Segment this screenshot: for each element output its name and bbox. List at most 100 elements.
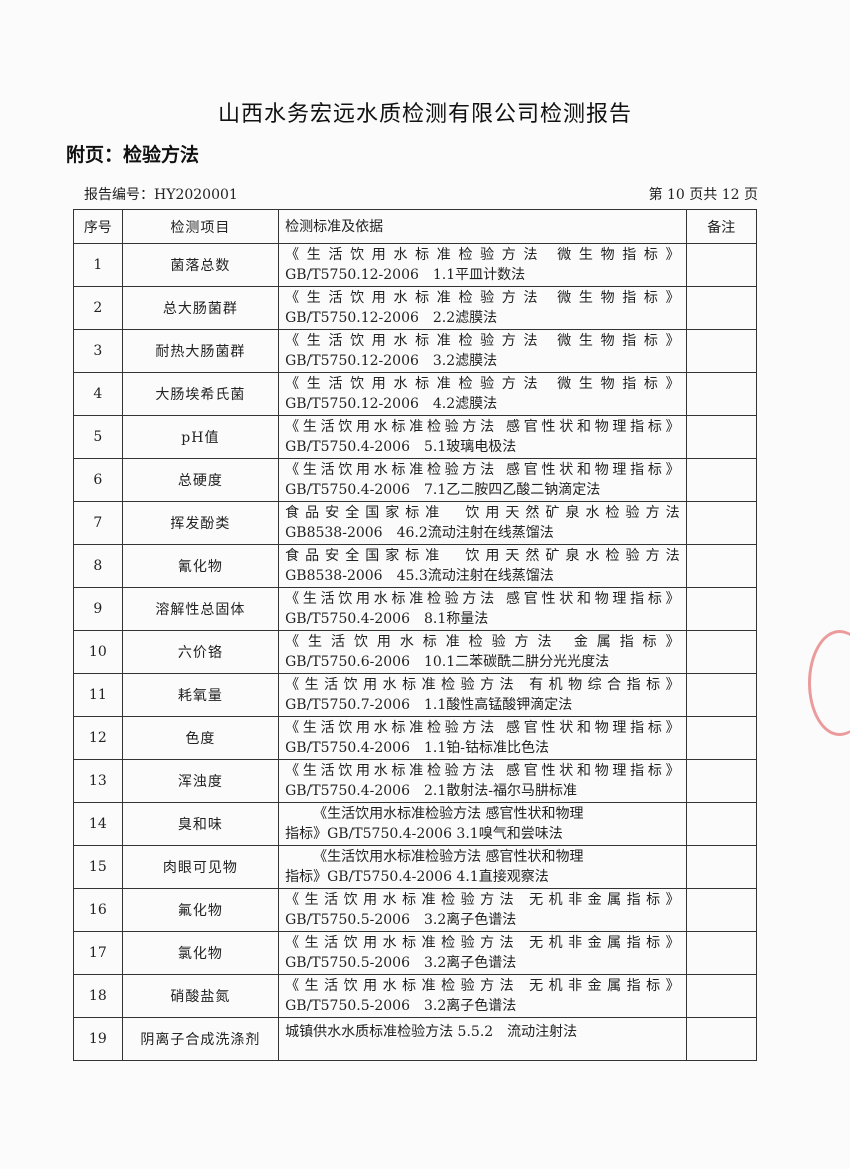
standard-line-1: 食品安全国家标准 饮用天然矿泉水检验方法 — [285, 505, 680, 521]
standard-line-1: 《生活饮用水标准检验方法 感官性状和物理指标》 — [285, 763, 680, 779]
table-row: 3 耐热大肠菌群 《生活饮用水标准检验方法 微生物指标》 GB/T5750.12-20… — [73, 329, 758, 373]
standard-cell: 《生活饮用水标准检验方法 感官性状和物理指标》GB/T5750.4-2006 3… — [278, 802, 687, 846]
red-seal-stamp — [808, 630, 850, 736]
test-item: 硝酸盐氮 — [121, 974, 280, 1018]
table-row: 16 氟化物 《生活饮用水标准检验方法 无机非金属指标》 GB/T5750.5-200… — [73, 888, 758, 932]
test-item: 色度 — [121, 716, 280, 760]
standard-line-1: 《生活饮用水标准检验方法 感官性状和物理指标》 — [285, 591, 680, 607]
note-cell — [685, 759, 758, 803]
standard-line-2: GB/T5750.5-2006 3.2离子色谱法 — [285, 912, 517, 928]
standard-line-1: 《生活饮用水标准检验方法 金属指标》 — [285, 634, 680, 650]
note-cell — [685, 544, 758, 588]
table-row: 7 挥发酚类 食品安全国家标准 饮用天然矿泉水检验方法 GB8538-2006 46.… — [73, 501, 758, 545]
standard-cell: 《生活饮用水标准检验方法 感官性状和物理指标》 GB/T5750.4-2006 2… — [278, 759, 687, 803]
standard-line-2: GB/T5750.12-2006 2.2滤膜法 — [285, 310, 498, 326]
test-item: 阴离子合成洗涤剂 — [121, 1017, 280, 1061]
standard-line-2: GB/T5750.5-2006 3.2离子色谱法 — [285, 998, 517, 1014]
standard-cell: 《生活饮用水标准检验方法 感官性状和物理指标》 GB/T5750.4-2006 5… — [278, 415, 687, 459]
table-row: 4 大肠埃希氏菌 《生活饮用水标准检验方法 微生物指标》 GB/T5750.12-20… — [73, 372, 758, 416]
test-item: 大肠埃希氏菌 — [121, 372, 280, 416]
row-number: 4 — [73, 372, 123, 416]
note-cell — [685, 630, 758, 674]
table-row: 17 氯化物 《生活饮用水标准检验方法 无机非金属指标》 GB/T5750.5-200… — [73, 931, 758, 975]
row-number: 17 — [73, 931, 123, 975]
note-cell — [685, 845, 758, 889]
standard-cell: 《生活饮用水标准检验方法 无机非金属指标》 GB/T5750.5-2006 3.2… — [278, 974, 687, 1018]
test-item: 溶解性总固体 — [121, 587, 280, 631]
row-number: 19 — [73, 1017, 123, 1061]
table-row: 9 溶解性总固体 《生活饮用水标准检验方法 感官性状和物理指标》 GB/T5750.4… — [73, 587, 758, 631]
standard-line-1: 《生活饮用水标准检验方法 微生物指标》 — [285, 290, 680, 306]
methods-table: 序号 检测项目 检测标准及依据 备注 1 菌落总数 《生活饮用水标准检验方法 微生物… — [73, 209, 758, 1061]
standard-line-2: GB8538-2006 45.3流动注射在线蒸馏法 — [285, 568, 554, 584]
table-row: 1 菌落总数 《生活饮用水标准检验方法 微生物指标》 GB/T5750.12-2006… — [73, 243, 758, 287]
note-cell — [685, 372, 758, 416]
standard-cell: 《生活饮用水标准检验方法 感官性状和物理指标》 GB/T5750.4-2006 7… — [278, 458, 687, 502]
table-row: 6 总硬度 《生活饮用水标准检验方法 感官性状和物理指标》 GB/T5750.4-20… — [73, 458, 758, 502]
page-info: 第 10 页共 12 页 — [648, 187, 758, 203]
header-note: 备注 — [685, 209, 758, 244]
test-item: 菌落总数 — [121, 243, 280, 287]
test-item: 总大肠菌群 — [121, 286, 280, 330]
standard-cell: 《生活饮用水标准检验方法 感官性状和物理指标》 GB/T5750.4-2006 8… — [278, 587, 687, 631]
test-item: 浑浊度 — [121, 759, 280, 803]
report-number: 报告编号：HY2020001 — [84, 187, 238, 203]
row-number: 7 — [73, 501, 123, 545]
standard-line-2: GB/T5750.12-2006 1.1平皿计数法 — [285, 267, 526, 283]
row-number: 5 — [73, 415, 123, 459]
table-row: 2 总大肠菌群 《生活饮用水标准检验方法 微生物指标》 GB/T5750.12-200… — [73, 286, 758, 330]
table-row: 14 臭和味 《生活饮用水标准检验方法 感官性状和物理 指标》GB/T5750.4-2… — [73, 802, 758, 846]
standard-cell: 食品安全国家标准 饮用天然矿泉水检验方法 GB8538-2006 46.2流动注射… — [278, 501, 687, 545]
standard-line-2: GB/T5750.12-2006 3.2滤膜法 — [285, 353, 498, 369]
header-standard: 检测标准及依据 — [278, 209, 687, 244]
row-number: 9 — [73, 587, 123, 631]
note-cell — [685, 1017, 758, 1061]
row-number: 1 — [73, 243, 123, 287]
standard-cell: 《生活饮用水标准检验方法 金属指标》 GB/T5750.6-2006 10.1二苯… — [278, 630, 687, 674]
standard-line-1: 《生活饮用水标准检验方法 感官性状和物理 — [313, 849, 584, 865]
header-item: 检测项目 — [121, 209, 280, 244]
table-row: 11 耗氧量 《生活饮用水标准检验方法 有机物综合指标》 GB/T5750.7-200… — [73, 673, 758, 717]
standard-line-1: 《生活饮用水标准检验方法 有机物综合指标》 — [285, 677, 680, 693]
table-row: 18 硝酸盐氮 《生活饮用水标准检验方法 无机非金属指标》 GB/T5750.5-20… — [73, 974, 758, 1018]
standard-line: 城镇供水水质标准检验方法 5.5.2 流动注射法 — [285, 1024, 578, 1040]
table-row: 13 浑浊度 《生活饮用水标准检验方法 感官性状和物理指标》 GB/T5750.4-2… — [73, 759, 758, 803]
standard-line-1: 《生活饮用水标准检验方法 无机非金属指标》 — [285, 978, 680, 994]
section-subtitle: 附页：检验方法 — [66, 144, 200, 166]
note-cell — [685, 931, 758, 975]
standard-cell: 《生活饮用水标准检验方法 微生物指标》 GB/T5750.12-2006 4.2滤… — [278, 372, 687, 416]
test-item: pH值 — [121, 415, 280, 459]
row-number: 12 — [73, 716, 123, 760]
standard-cell: 《生活饮用水标准检验方法 微生物指标》 GB/T5750.12-2006 2.2滤… — [278, 286, 687, 330]
test-item: 氯化物 — [121, 931, 280, 975]
standard-line-2: GB/T5750.12-2006 4.2滤膜法 — [285, 396, 498, 412]
standard-line-2: GB/T5750.6-2006 10.1二苯碳酰二肼分光光度法 — [285, 654, 610, 670]
standard-line-1: 《生活饮用水标准检验方法 微生物指标》 — [285, 333, 680, 349]
standard-cell: 食品安全国家标准 饮用天然矿泉水检验方法 GB8538-2006 45.3流动注射… — [278, 544, 687, 588]
test-item: 总硬度 — [121, 458, 280, 502]
header-no: 序号 — [73, 209, 123, 244]
standard-line-2: GB/T5750.4-2006 7.1乙二胺四乙酸二钠滴定法 — [285, 482, 601, 498]
note-cell — [685, 888, 758, 932]
standard-cell: 《生活饮用水标准检验方法 无机非金属指标》 GB/T5750.5-2006 3.2… — [278, 888, 687, 932]
table-row: 12 色度 《生活饮用水标准检验方法 感官性状和物理指标》 GB/T5750.4-20… — [73, 716, 758, 760]
table-header-row: 序号 检测项目 检测标准及依据 备注 — [73, 209, 758, 244]
standard-cell: 城镇供水水质标准检验方法 5.5.2 流动注射法 — [278, 1017, 687, 1061]
test-item: 氟化物 — [121, 888, 280, 932]
note-cell — [685, 802, 758, 846]
standard-line-1: 食品安全国家标准 饮用天然矿泉水检验方法 — [285, 548, 680, 564]
standard-line-1: 《生活饮用水标准检验方法 微生物指标》 — [285, 247, 680, 263]
test-item: 氰化物 — [121, 544, 280, 588]
note-cell — [685, 673, 758, 717]
row-number: 14 — [73, 802, 123, 846]
row-number: 10 — [73, 630, 123, 674]
note-cell — [685, 415, 758, 459]
report-title: 山西水务宏远水质检测有限公司检测报告 — [217, 102, 632, 127]
row-number: 2 — [73, 286, 123, 330]
standard-line-2: 指标》GB/T5750.4-2006 3.1嗅气和尝味法 — [285, 826, 563, 842]
note-cell — [685, 329, 758, 373]
standard-line-1: 《生活饮用水标准检验方法 感官性状和物理指标》 — [285, 419, 680, 435]
test-item: 挥发酚类 — [121, 501, 280, 545]
row-number: 8 — [73, 544, 123, 588]
standard-line-1: 《生活饮用水标准检验方法 感官性状和物理 — [313, 806, 584, 822]
